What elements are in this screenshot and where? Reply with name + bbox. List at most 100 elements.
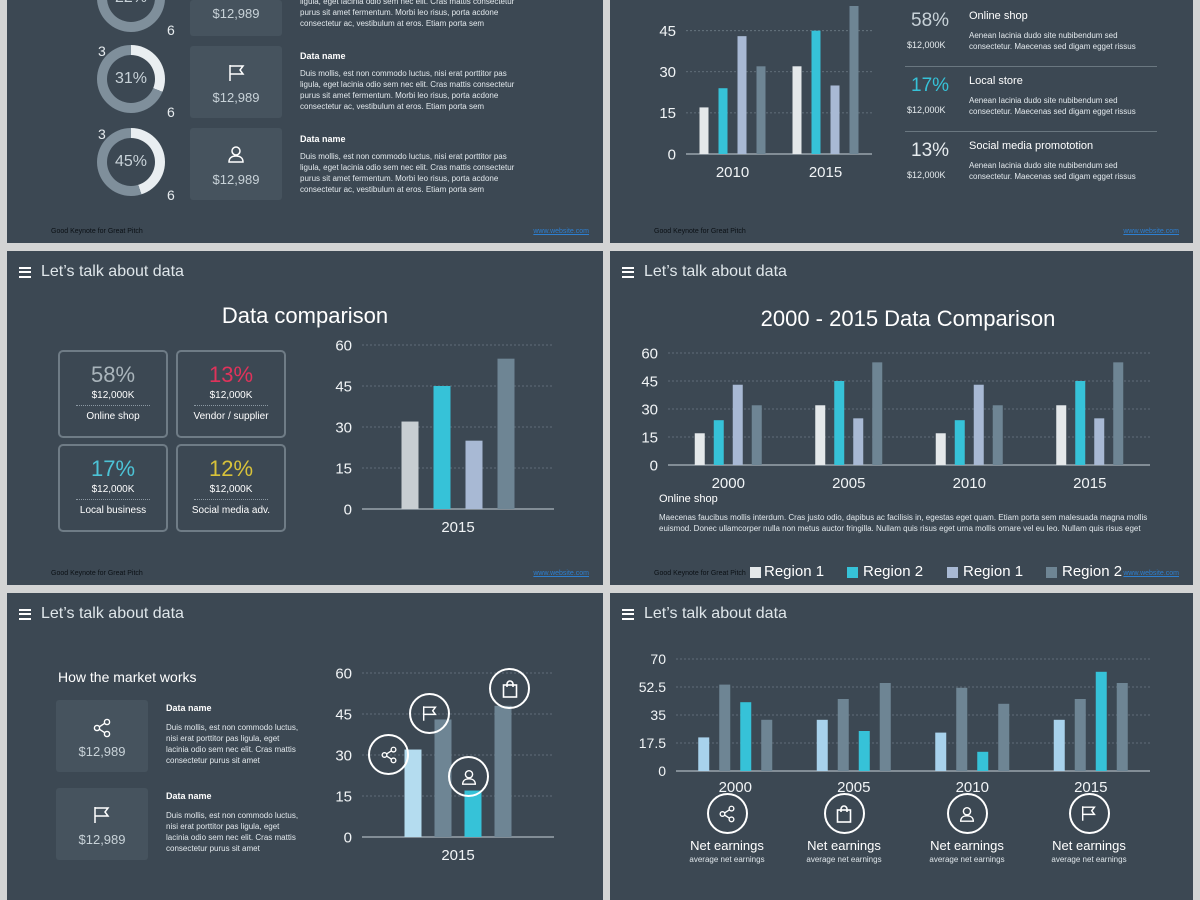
x-tick-label: 2015 <box>809 164 842 181</box>
slide-4[interactable]: Let’s talk about data 2000 - 2015 Data C… <box>610 251 1193 585</box>
slide-6[interactable]: Let’s talk about data 0 17.5 35 52.5 70 2000 2… <box>610 593 1193 900</box>
share-icon[interactable] <box>706 793 748 834</box>
donut-chart: 31% <box>97 45 165 113</box>
footer-link[interactable]: www.website.com <box>1123 570 1179 577</box>
slide-1[interactable]: 22% 6 $12,989 ligula, eget lacinia odio … <box>7 0 603 243</box>
bar[interactable] <box>830 85 840 154</box>
flag-icon[interactable] <box>409 693 450 734</box>
bar[interactable] <box>718 88 728 154</box>
bar[interactable] <box>992 405 1003 465</box>
stat-amount: $12,000K <box>194 390 268 406</box>
earnings-label: Net earnings <box>690 838 764 853</box>
bar[interactable] <box>404 749 422 837</box>
stat-title: Online shop <box>969 10 1028 22</box>
bar[interactable] <box>699 107 709 154</box>
bar[interactable] <box>1074 699 1086 771</box>
y-tick-label: 45 <box>335 706 352 723</box>
bar[interactable] <box>497 358 515 509</box>
row-title: Data name <box>300 134 346 144</box>
bar[interactable] <box>465 440 483 509</box>
bar[interactable] <box>853 418 864 465</box>
bar[interactable] <box>433 386 451 509</box>
stat-card: 12% $12,000K Social media adv. <box>176 444 286 532</box>
bar[interactable] <box>698 737 710 771</box>
bar[interactable] <box>434 719 452 837</box>
footer-link[interactable]: www.website.com <box>533 570 589 577</box>
bar[interactable] <box>756 66 766 154</box>
bar[interactable] <box>1094 418 1105 465</box>
bar[interactable] <box>737 36 747 154</box>
bar[interactable] <box>401 421 419 509</box>
flag-icon[interactable] <box>1068 793 1110 834</box>
bar[interactable] <box>849 6 859 154</box>
stat-label: Social media adv. <box>191 505 271 516</box>
bag-icon[interactable] <box>489 668 530 709</box>
slide-5[interactable]: Let’s talk about data How the market wor… <box>7 593 603 900</box>
bar[interactable] <box>1116 683 1128 771</box>
slide-header: Let’s talk about data <box>19 263 184 281</box>
stat-title: Social media promototion <box>969 140 1094 152</box>
header-title: Let’s talk about data <box>644 263 787 280</box>
bar[interactable] <box>834 381 845 465</box>
slide-header: Let’s talk about data <box>622 605 787 623</box>
stat-row: 17% $12,000K Local store Aenean lacinia … <box>905 71 1157 132</box>
bar[interactable] <box>761 719 773 771</box>
bar[interactable] <box>935 433 946 465</box>
menu-icon[interactable] <box>622 608 634 620</box>
bar[interactable] <box>998 703 1010 771</box>
menu-icon[interactable] <box>622 266 634 278</box>
bar[interactable] <box>858 731 870 771</box>
bar[interactable] <box>464 790 482 837</box>
footer-link[interactable]: www.website.com <box>1123 228 1179 235</box>
earnings-label: Net earnings <box>930 838 1004 853</box>
bar[interactable] <box>751 405 762 465</box>
bar[interactable] <box>879 683 891 771</box>
bar[interactable] <box>872 362 883 465</box>
bag-icon[interactable] <box>823 793 865 834</box>
bar[interactable] <box>719 684 731 771</box>
menu-icon[interactable] <box>19 608 31 620</box>
share-icon <box>93 718 111 738</box>
donut-percent: 31% <box>107 55 155 103</box>
bar[interactable] <box>956 687 968 771</box>
y-tick-label: 30 <box>335 747 352 764</box>
bar[interactable] <box>792 66 802 154</box>
footer-text: Good Keynote for Great Pitch <box>51 228 143 235</box>
bar[interactable] <box>954 420 965 465</box>
stat-row: 58% $12,000K Online shop Aenean lacinia … <box>905 6 1157 67</box>
bar[interactable] <box>973 384 984 465</box>
bar[interactable] <box>1113 362 1124 465</box>
share-icon[interactable] <box>368 734 409 775</box>
user-icon[interactable] <box>946 793 988 834</box>
bar[interactable] <box>837 699 849 771</box>
bar[interactable] <box>713 420 724 465</box>
bar[interactable] <box>977 751 989 771</box>
header-title: Let’s talk about data <box>644 605 787 622</box>
donut-bottom-number: 6 <box>167 104 175 120</box>
header-title: Let’s talk about data <box>41 263 184 280</box>
earnings-item: Net earnings average net earnings <box>1034 793 1144 864</box>
slide-2[interactable]: 0 15 30 45 2010 2015 58% $12,000K Online shop… <box>610 0 1193 243</box>
slide2-chart: 0 15 30 45 2010 2015 <box>659 6 872 181</box>
slide-title: Data comparison <box>221 303 389 328</box>
bar[interactable] <box>815 405 826 465</box>
bar[interactable] <box>935 732 947 771</box>
bar[interactable] <box>1053 719 1065 771</box>
bar[interactable] <box>732 384 743 465</box>
bar[interactable] <box>740 702 752 771</box>
y-tick-label: 52.5 <box>639 679 666 695</box>
bar[interactable] <box>1095 671 1107 771</box>
menu-icon[interactable] <box>19 266 31 278</box>
section-body: Maecenas faucibus mollis interdum. Cras … <box>659 513 1148 533</box>
bar[interactable] <box>816 719 828 771</box>
user-icon[interactable] <box>448 756 489 797</box>
slide-3[interactable]: Let’s talk about data Data comparison 58… <box>7 251 603 585</box>
bar[interactable] <box>694 433 705 465</box>
stat-card: 17% $12,000K Local business <box>58 444 168 532</box>
bar[interactable] <box>1075 381 1086 465</box>
bar[interactable] <box>1056 405 1067 465</box>
footer-link[interactable]: www.website.com <box>533 228 589 235</box>
bar[interactable] <box>494 705 512 837</box>
footer-text: Good Keynote for Great Pitch <box>51 570 143 577</box>
bar[interactable] <box>811 30 821 155</box>
